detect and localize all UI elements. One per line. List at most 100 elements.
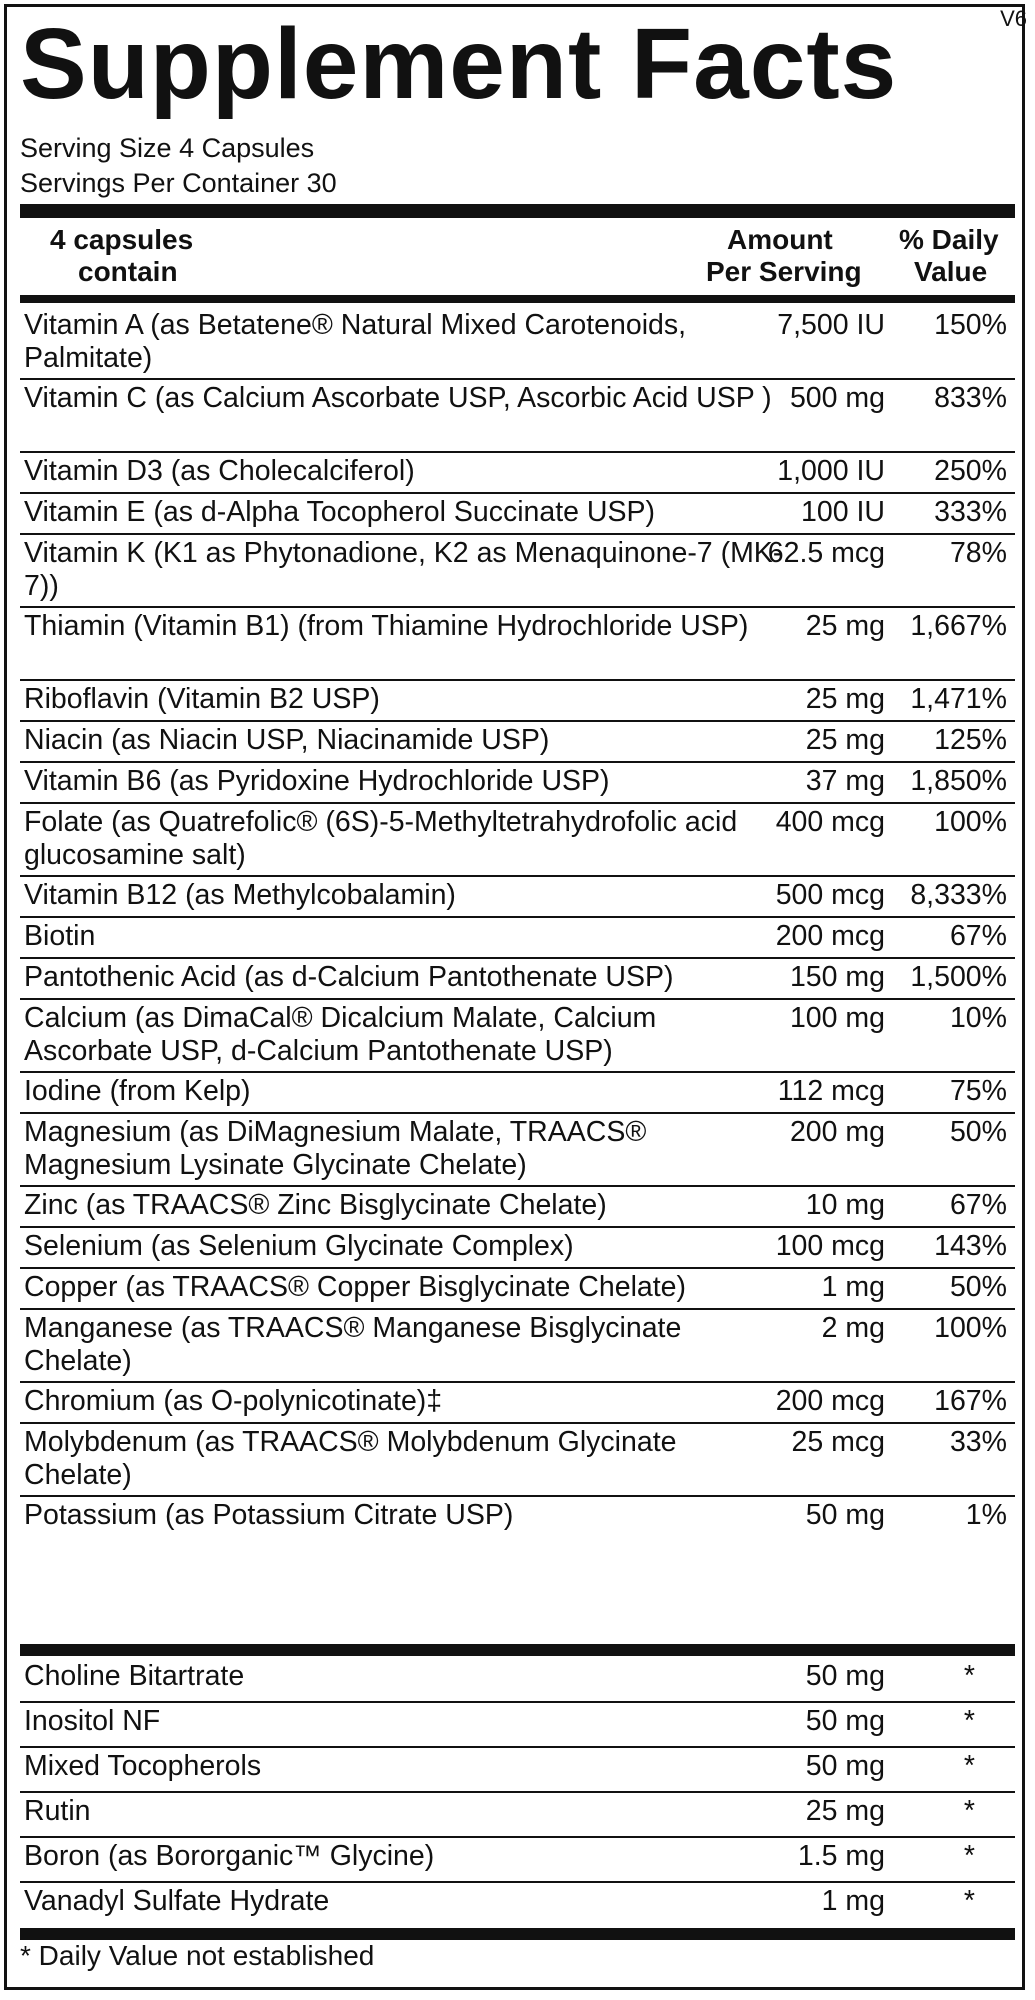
- header-top-bar: [20, 204, 1015, 218]
- amount-per-serving: 10 mg: [805, 1189, 885, 1221]
- nutrient-name: Folate (as Quatrefolic® (6S)-5-Methyltet…: [24, 806, 738, 871]
- daily-value-not-established: *: [963, 1795, 975, 1827]
- header-col-dv-line1: % Daily: [899, 224, 999, 255]
- footer-bar: [20, 1928, 1015, 1940]
- amount-per-serving: 200 mg: [789, 1116, 885, 1148]
- nutrient-name: Thiamin (Vitamin B1) (from Thiamine Hydr…: [24, 610, 749, 642]
- panel-title: Supplement Facts: [20, 8, 898, 120]
- daily-value-not-established: *: [963, 1660, 975, 1692]
- amount-per-serving: 7,500 IU: [777, 309, 885, 341]
- amount-per-serving: 62.5 mcg: [767, 537, 885, 569]
- nutrient-row: Folate (as Quatrefolic® (6S)-5-Methyltet…: [20, 806, 1015, 879]
- amount-per-serving: 50 mg: [805, 1750, 885, 1782]
- row-divider: [20, 875, 1015, 877]
- nutrient-row: Vitamin B6 (as Pyridoxine Hydrochloride …: [20, 765, 1015, 806]
- nutrient-row: Iodine (from Kelp) 112 mcg 75%: [20, 1075, 1015, 1116]
- version-label: V6: [1000, 6, 1027, 31]
- row-divider: [20, 1746, 1015, 1748]
- other-ingredient-row: Vanadyl Sulfate Hydrate 1 mg *: [20, 1885, 1015, 1930]
- nutrient-row: Potassium (as Potassium Citrate USP) 50 m…: [20, 1499, 1015, 1540]
- ingredient-name: Boron (as Bororganic™ Glycine): [24, 1840, 435, 1872]
- nutrient-row: Vitamin A (as Betatene® Natural Mixed Ca…: [20, 309, 1015, 382]
- amount-per-serving: 400 mcg: [775, 806, 885, 838]
- amount-per-serving: 25 mg: [805, 610, 885, 642]
- supplement-facts-panel: [4, 4, 1025, 1990]
- nutrient-row: Vitamin B12 (as Methylcobalamin) 500 mcg 8…: [20, 879, 1015, 920]
- nutrient-row: Chromium (as O-polynicotinate)‡ 200 mcg 16…: [20, 1385, 1015, 1426]
- nutrient-name: Vitamin K (K1 as Phytonadione, K2 as Men…: [24, 537, 783, 602]
- section-divider: [20, 1644, 1015, 1656]
- daily-value-not-established: *: [963, 1705, 975, 1737]
- daily-value-percent: 167%: [934, 1385, 1007, 1417]
- nutrient-row: Copper (as TRAACS® Copper Bisglycinate C…: [20, 1271, 1015, 1312]
- nutrient-row: Magnesium (as DiMagnesium Malate, TRAACS…: [20, 1116, 1015, 1189]
- header-col-amount-line1: Amount: [727, 224, 833, 255]
- row-divider: [20, 533, 1015, 535]
- daily-value-percent: 78%: [949, 537, 1007, 569]
- row-divider: [20, 1495, 1015, 1497]
- other-ingredient-row: Choline Bitartrate 50 mg *: [20, 1660, 1015, 1705]
- row-divider: [20, 378, 1015, 380]
- daily-value-percent: 125%: [934, 724, 1007, 756]
- nutrient-row: Manganese (as TRAACS® Manganese Bisglyci…: [20, 1312, 1015, 1385]
- servings-per-container: Servings Per Container 30: [20, 168, 337, 198]
- daily-value-percent: 50%: [949, 1116, 1007, 1148]
- amount-per-serving: 1,000 IU: [777, 455, 885, 487]
- ingredient-name: Vanadyl Sulfate Hydrate: [24, 1885, 330, 1917]
- daily-value-percent: 1,500%: [910, 961, 1007, 993]
- nutrient-row: Vitamin D3 (as Cholecalciferol) 1,000 IU 2…: [20, 455, 1015, 496]
- nutrient-name: Vitamin D3 (as Cholecalciferol): [24, 455, 415, 487]
- nutrient-row: Biotin 200 mcg 67%: [20, 920, 1015, 961]
- row-divider: [20, 998, 1015, 1000]
- nutrient-name: Copper (as TRAACS® Copper Bisglycinate C…: [24, 1271, 687, 1303]
- ingredient-name: Mixed Tocopherols: [24, 1750, 262, 1782]
- nutrient-name: Vitamin A (as Betatene® Natural Mixed Ca…: [24, 309, 687, 374]
- row-divider: [20, 1422, 1015, 1424]
- other-ingredient-row: Rutin 25 mg *: [20, 1795, 1015, 1840]
- nutrient-row: Molybdenum (as TRAACS® Molybdenum Glycin…: [20, 1426, 1015, 1499]
- amount-per-serving: 25 mcg: [791, 1426, 885, 1458]
- daily-value-not-established: *: [963, 1840, 975, 1872]
- nutrient-name: Selenium (as Selenium Glycinate Complex): [24, 1230, 574, 1262]
- amount-per-serving: 25 mg: [805, 683, 885, 715]
- nutrient-row: Vitamin C (as Calcium Ascorbate USP, Asc…: [20, 382, 1015, 455]
- daily-value-percent: 833%: [934, 382, 1007, 414]
- amount-per-serving: 200 mcg: [775, 1385, 885, 1417]
- daily-value-percent: 67%: [949, 920, 1007, 952]
- header-col-ingredient-line2: contain: [78, 256, 178, 287]
- row-divider: [20, 1112, 1015, 1114]
- nutrient-name: Biotin: [24, 920, 96, 952]
- footnote: * Daily Value not established: [20, 1940, 375, 1971]
- nutrient-name: Potassium (as Potassium Citrate USP): [24, 1499, 514, 1531]
- amount-per-serving: 1 mg: [821, 1885, 885, 1917]
- daily-value-percent: 1,471%: [910, 683, 1007, 715]
- nutrient-name: Calcium (as DimaCal® Dicalcium Malate, C…: [24, 1002, 657, 1067]
- row-divider: [20, 1267, 1015, 1269]
- row-divider: [20, 679, 1015, 681]
- daily-value-percent: 50%: [949, 1271, 1007, 1303]
- nutrient-name: Manganese (as TRAACS® Manganese Bisglyci…: [24, 1312, 682, 1377]
- row-divider: [20, 1071, 1015, 1073]
- nutrient-name: Chromium (as O-polynicotinate)‡: [24, 1385, 443, 1417]
- daily-value-percent: 1,667%: [910, 610, 1007, 642]
- daily-value-percent: 75%: [949, 1075, 1007, 1107]
- nutrient-row: Selenium (as Selenium Glycinate Complex)…: [20, 1230, 1015, 1271]
- other-ingredient-row: Boron (as Bororganic™ Glycine) 1.5 mg *: [20, 1840, 1015, 1885]
- daily-value-percent: 8,333%: [910, 879, 1007, 911]
- row-divider: [20, 606, 1015, 608]
- amount-per-serving: 100 mcg: [775, 1230, 885, 1262]
- amount-per-serving: 50 mg: [805, 1499, 885, 1531]
- amount-per-serving: 500 mcg: [775, 879, 885, 911]
- other-ingredient-row: Inositol NF 50 mg *: [20, 1705, 1015, 1750]
- amount-per-serving: 100 IU: [801, 496, 885, 528]
- nutrient-name: Iodine (from Kelp): [24, 1075, 251, 1107]
- daily-value-percent: 333%: [934, 496, 1007, 528]
- daily-value-percent: 143%: [934, 1230, 1007, 1262]
- nutrient-name: Niacin (as Niacin USP, Niacinamide USP): [24, 724, 550, 756]
- header-col-ingredient-line1: 4 capsules: [50, 224, 194, 255]
- nutrient-name: Riboflavin (Vitamin B2 USP): [24, 683, 380, 715]
- daily-value-percent: 67%: [949, 1189, 1007, 1221]
- daily-value-not-established: *: [963, 1750, 975, 1782]
- nutrient-row: Vitamin K (K1 as Phytonadione, K2 as Men…: [20, 537, 1015, 610]
- nutrient-name: Pantothenic Acid (as d-Calcium Pantothen…: [24, 961, 674, 993]
